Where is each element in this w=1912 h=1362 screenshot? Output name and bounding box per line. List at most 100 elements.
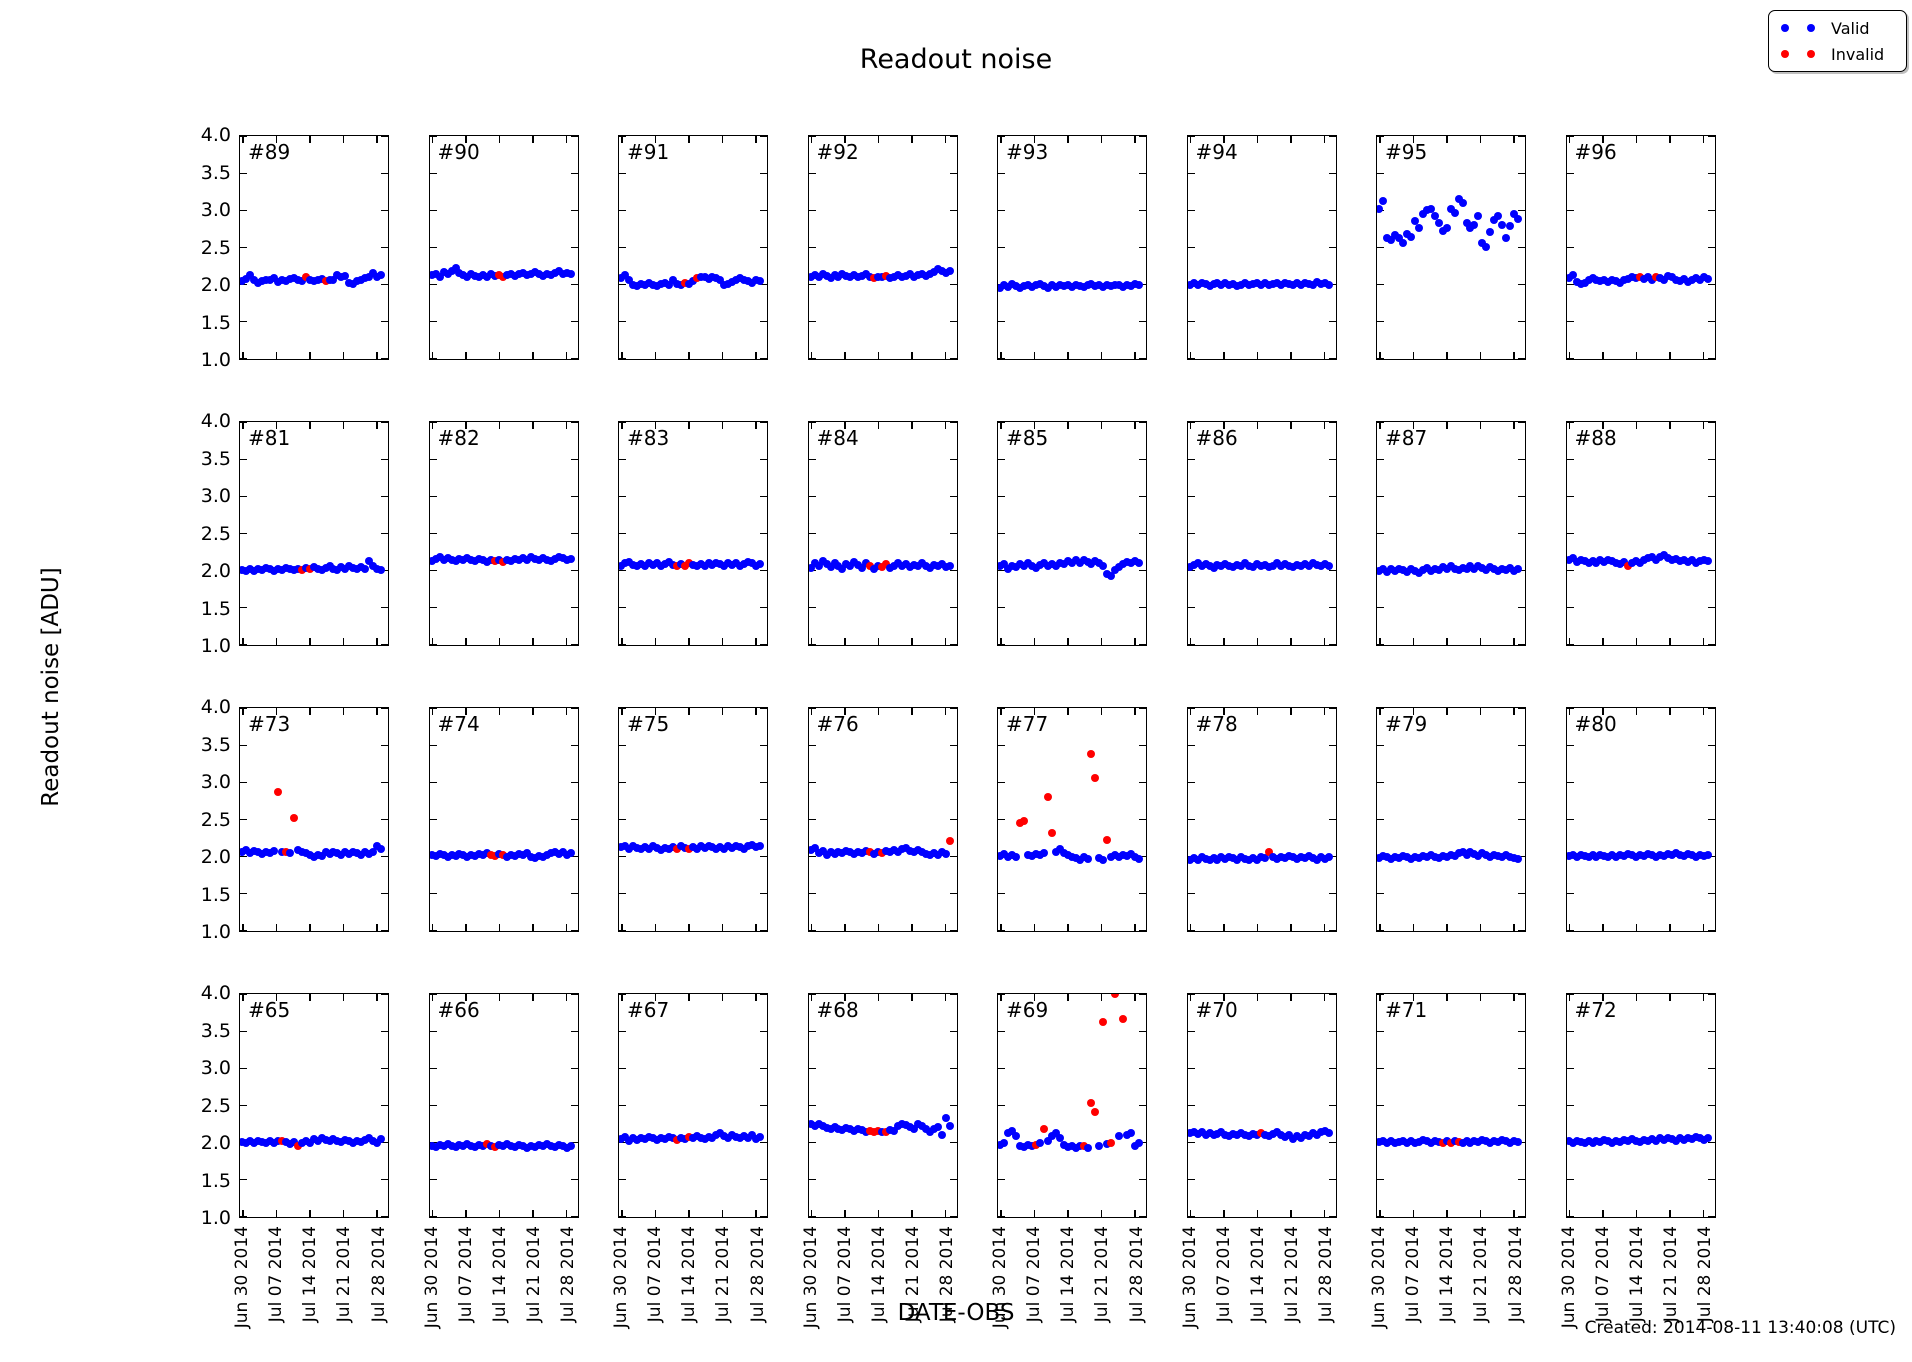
data-point-valid <box>1514 214 1523 223</box>
tick-mark <box>1328 1067 1336 1069</box>
tick-mark <box>1100 422 1103 429</box>
data-point-valid <box>1414 568 1423 577</box>
tick-mark <box>1479 1210 1482 1217</box>
tick-mark <box>619 818 626 820</box>
tick-mark <box>1707 1178 1715 1180</box>
valid-dot-icon <box>1781 24 1789 32</box>
data-point-valid <box>909 1125 918 1134</box>
tick-mark <box>565 352 568 359</box>
tick-mark <box>808 1178 816 1180</box>
tick-mark <box>242 708 244 715</box>
tick-mark <box>1566 172 1574 174</box>
tick-mark <box>810 924 813 931</box>
tick-mark <box>808 818 816 820</box>
tick-mark <box>1635 924 1638 931</box>
subplot-78: #78 <box>1186 707 1337 932</box>
tick-mark <box>998 172 1005 174</box>
data-point-valid <box>1703 557 1712 566</box>
tick-mark <box>429 606 437 608</box>
tick-mark <box>1518 357 1525 359</box>
tick-mark <box>998 569 1005 571</box>
data-point-invalid <box>882 560 891 569</box>
tick-mark <box>911 994 913 1001</box>
tick-mark <box>1328 422 1336 423</box>
tick-mark <box>1702 994 1705 1001</box>
tick-mark <box>949 855 957 857</box>
tick-mark <box>1256 136 1259 143</box>
tick-mark <box>810 136 813 143</box>
tick-mark <box>949 1030 957 1032</box>
tick-mark <box>1707 1030 1715 1032</box>
tick-mark <box>1223 994 1225 1001</box>
tick-mark <box>1707 209 1715 211</box>
data-point-valid <box>566 1141 575 1150</box>
data-point-valid <box>1446 204 1455 213</box>
tick-mark <box>1100 638 1103 645</box>
data-point-valid <box>1008 1126 1017 1135</box>
tick-mark <box>1518 458 1525 460</box>
tick-mark <box>1189 638 1192 645</box>
tick-mark <box>1134 994 1136 1001</box>
data-point-valid <box>369 847 378 856</box>
tick-mark <box>376 352 378 359</box>
tick-mark <box>376 638 378 645</box>
tick-mark <box>760 495 767 497</box>
tick-mark <box>1328 892 1336 894</box>
tick-mark <box>844 708 846 715</box>
tick-mark <box>1189 924 1192 931</box>
data-point-valid <box>941 849 950 858</box>
tick-mark <box>565 136 568 143</box>
tick-mark <box>1566 532 1574 534</box>
tick-mark <box>240 246 247 248</box>
tick-mark <box>1566 1104 1574 1106</box>
tick-mark <box>1139 744 1146 746</box>
tick-mark <box>760 708 767 709</box>
tick-mark <box>808 283 816 285</box>
data-point-invalid <box>1087 749 1096 758</box>
tick-mark <box>309 1210 311 1217</box>
tick-mark <box>949 1178 957 1180</box>
data-point-valid <box>933 850 942 859</box>
tick-mark <box>1139 1104 1146 1106</box>
tick-mark <box>1707 643 1715 645</box>
data-point-valid <box>810 843 819 852</box>
tick-mark <box>1568 422 1571 429</box>
tick-mark <box>498 994 501 1001</box>
tick-mark <box>532 352 534 359</box>
data-point-valid <box>1454 194 1463 203</box>
tick-mark <box>431 422 434 429</box>
data-point-valid <box>439 556 448 565</box>
data-point-valid <box>1450 852 1459 860</box>
data-point-valid <box>756 1132 765 1141</box>
tick-mark <box>1602 708 1604 715</box>
tick-mark <box>619 246 626 248</box>
tick-mark <box>760 781 767 783</box>
data-point-valid <box>1580 1139 1589 1148</box>
tick-mark <box>949 569 957 571</box>
subplot-label: #86 <box>1195 426 1238 450</box>
tick-mark <box>465 136 467 143</box>
data-point-valid <box>1498 220 1507 229</box>
tick-mark <box>565 638 568 645</box>
tick-mark <box>1513 136 1515 143</box>
tick-mark <box>1518 1215 1525 1217</box>
tick-mark <box>1669 136 1671 143</box>
data-point-invalid <box>1265 848 1274 857</box>
tick-mark <box>1256 352 1259 359</box>
tick-mark <box>570 781 578 783</box>
tick-mark <box>1669 422 1671 429</box>
tick-mark <box>242 136 244 143</box>
tick-mark <box>1702 352 1705 359</box>
tick-mark <box>1518 708 1525 709</box>
tick-mark <box>619 569 626 571</box>
data-point-invalid <box>684 845 693 854</box>
tick-mark <box>240 855 247 857</box>
tick-mark <box>381 172 388 174</box>
tick-mark <box>1566 209 1574 211</box>
data-point-valid <box>716 276 725 285</box>
tick-mark <box>998 246 1005 248</box>
subplot-82: #82 <box>428 421 579 646</box>
subplot-label: #65 <box>248 998 291 1022</box>
tick-mark <box>1566 744 1574 746</box>
tick-mark <box>621 708 623 715</box>
